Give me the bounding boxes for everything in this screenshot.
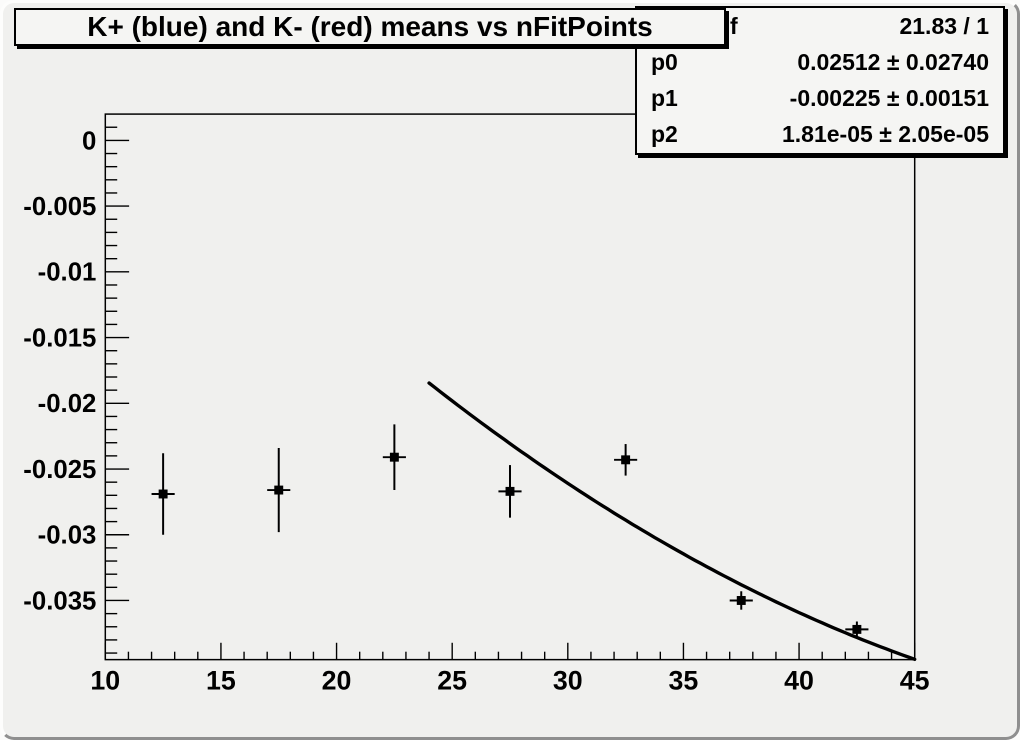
stats-row-p1: p1 -0.00225 ± 0.00151 [637, 81, 1003, 117]
stats-p1-label: p1 [651, 85, 678, 112]
stats-row-p0: p0 0.02512 ± 0.02740 [637, 44, 1003, 80]
x-tick-label: 15 [206, 665, 236, 695]
y-tick-label: -0.02 [38, 390, 97, 418]
y-tick-label: 0 [82, 127, 96, 155]
stats-row-p2: p2 1.81e-05 ± 2.05e-05 [637, 117, 1003, 153]
data-marker [505, 486, 515, 496]
x-tick-label: 25 [437, 665, 467, 695]
fit-curve [427, 381, 917, 662]
x-tick-label: 40 [784, 665, 814, 695]
stats-p0-value: 0.02512 ± 0.02740 [797, 48, 989, 75]
x-tick-label: 20 [322, 665, 352, 695]
data-marker [389, 452, 399, 462]
plot-title: K+ (blue) and K- (red) means vs nFitPoin… [87, 11, 653, 42]
y-tick-label: -0.01 [38, 259, 97, 287]
y-tick-label: -0.015 [23, 324, 96, 352]
data-points [151, 424, 869, 638]
x-axis-labels: 10 15 20 25 30 35 40 45 [90, 665, 929, 695]
y-axis-labels: 0 -0.005 -0.01 -0.015 -0.02 -0.025 -0.03 -0.035 [23, 127, 96, 615]
stats-p1-value: -0.00225 ± 0.00151 [789, 85, 989, 112]
x-tick-label: 35 [669, 665, 699, 695]
y-tick-label: -0.035 [23, 587, 96, 615]
stats-p2-value: 1.81e-05 ± 2.05e-05 [782, 121, 989, 148]
y-tick-label: -0.025 [23, 456, 96, 484]
stats-p0-label: p0 [651, 48, 678, 75]
data-marker [852, 624, 862, 634]
x-tick-label: 45 [900, 665, 930, 695]
data-marker [736, 596, 746, 605]
y-tick-label: -0.03 [38, 522, 97, 550]
data-marker [158, 489, 168, 499]
x-tick-label: 30 [553, 665, 583, 695]
plot-svg: 10 15 20 25 30 35 40 45 0 -0.005 -0.01 -0.015 -0.02 -… [23, 113, 930, 695]
data-marker [274, 485, 284, 495]
stats-fit-name: f [730, 12, 738, 39]
y-tick-label: -0.005 [23, 193, 96, 221]
plot-frame [104, 113, 916, 661]
data-marker [621, 455, 631, 465]
stats-chi2-value: 21.83 / 1 [899, 12, 989, 39]
plot-title-box: K+ (blue) and K- (red) means vs nFitPoin… [14, 8, 726, 46]
y-axis-ticks [105, 126, 130, 654]
stats-p2-label: p2 [651, 121, 678, 148]
x-tick-label: 10 [90, 665, 120, 695]
x-axis-ticks [104, 642, 916, 660]
stats-row-chi2: f 21.83 / 1 [637, 8, 1003, 44]
